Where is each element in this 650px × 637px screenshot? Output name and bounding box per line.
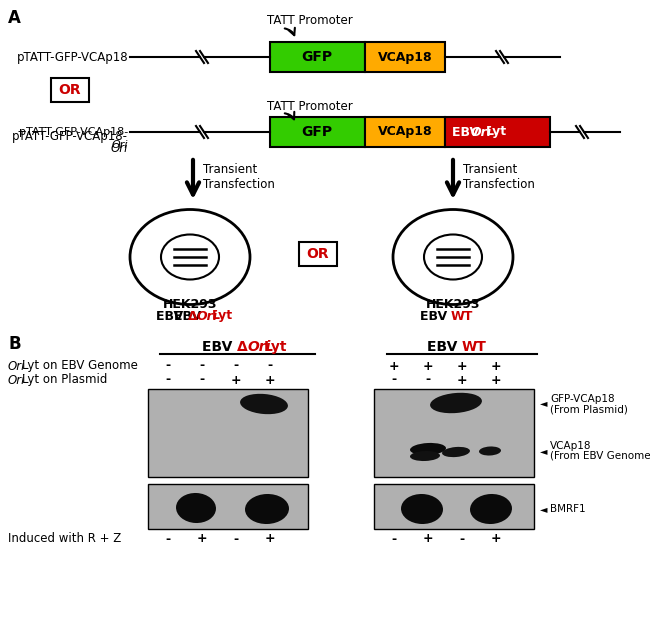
Text: -: - <box>166 533 170 545</box>
Text: Lyt: Lyt <box>212 310 233 322</box>
Text: B: B <box>8 335 21 353</box>
Text: +: + <box>422 533 434 545</box>
Text: Ori: Ori <box>111 142 128 155</box>
Text: Lyt: Lyt <box>264 340 287 354</box>
Text: GFP-VCAp18: GFP-VCAp18 <box>550 394 615 404</box>
Ellipse shape <box>130 210 250 304</box>
Text: -: - <box>426 373 430 387</box>
Text: ◄: ◄ <box>540 398 547 408</box>
Text: EBV: EBV <box>427 340 462 354</box>
Text: WT: WT <box>451 310 473 322</box>
Text: OR: OR <box>58 83 81 97</box>
Bar <box>374 484 534 529</box>
Text: Ori: Ori <box>8 373 25 387</box>
Text: Ori: Ori <box>197 310 218 322</box>
Text: EBV: EBV <box>452 125 484 138</box>
Ellipse shape <box>470 494 512 524</box>
Text: Transient
Transfection: Transient Transfection <box>463 163 535 191</box>
Text: +: + <box>265 533 276 545</box>
Text: BMRF1: BMRF1 <box>550 504 586 514</box>
Text: TATT Promoter: TATT Promoter <box>267 101 353 113</box>
Ellipse shape <box>240 394 288 414</box>
Ellipse shape <box>442 447 470 457</box>
FancyBboxPatch shape <box>299 242 337 266</box>
Bar <box>148 484 308 529</box>
Text: pTATT-GFP-VCAp18-: pTATT-GFP-VCAp18- <box>12 130 128 143</box>
FancyBboxPatch shape <box>445 117 550 147</box>
Text: Transient
Transfection: Transient Transfection <box>203 163 275 191</box>
Text: +: + <box>491 359 501 373</box>
Text: EBV: EBV <box>157 310 188 322</box>
Text: Lyt on Plasmid: Lyt on Plasmid <box>22 373 107 387</box>
Ellipse shape <box>410 451 440 461</box>
Text: Ori: Ori <box>8 359 25 373</box>
Ellipse shape <box>430 393 482 413</box>
Bar <box>148 389 308 477</box>
Text: VCAp18: VCAp18 <box>378 50 432 64</box>
Text: Ori: Ori <box>112 140 128 150</box>
FancyBboxPatch shape <box>270 117 365 147</box>
Ellipse shape <box>410 443 446 455</box>
FancyBboxPatch shape <box>365 42 445 72</box>
Text: -: - <box>200 359 205 373</box>
Text: -: - <box>166 359 170 373</box>
FancyBboxPatch shape <box>51 78 89 102</box>
Text: +: + <box>422 359 434 373</box>
Ellipse shape <box>393 210 513 304</box>
Text: WT: WT <box>462 340 487 354</box>
Text: A: A <box>8 9 21 27</box>
Text: ◄: ◄ <box>540 504 547 514</box>
Text: pTATT-GFP-VCAp18-: pTATT-GFP-VCAp18- <box>19 127 128 137</box>
Ellipse shape <box>424 234 482 280</box>
Text: -: - <box>166 373 170 387</box>
Text: EBV: EBV <box>174 310 206 322</box>
Text: +: + <box>197 533 207 545</box>
Text: -: - <box>391 373 396 387</box>
Text: HEK293: HEK293 <box>162 299 217 311</box>
Text: Ori: Ori <box>471 125 492 138</box>
Text: OR: OR <box>307 247 330 261</box>
Text: +: + <box>457 359 467 373</box>
Ellipse shape <box>176 493 216 523</box>
Text: HEK293: HEK293 <box>426 299 480 311</box>
Text: Lyt: Lyt <box>486 125 507 138</box>
Ellipse shape <box>245 494 289 524</box>
Text: -: - <box>200 373 205 387</box>
Text: -: - <box>460 533 465 545</box>
Text: +: + <box>491 373 501 387</box>
Text: EBV: EBV <box>202 340 237 354</box>
Text: -: - <box>267 359 272 373</box>
Text: -: - <box>391 533 396 545</box>
Bar <box>374 389 534 477</box>
Text: (From Plasmid): (From Plasmid) <box>550 404 628 414</box>
Text: GFP: GFP <box>302 125 333 139</box>
Text: +: + <box>389 359 399 373</box>
Text: +: + <box>491 533 501 545</box>
Text: VCAp18: VCAp18 <box>378 125 432 138</box>
Text: Δ: Δ <box>237 340 248 354</box>
FancyBboxPatch shape <box>365 117 445 147</box>
Text: ◄: ◄ <box>540 446 547 456</box>
Text: -: - <box>233 359 239 373</box>
Text: EBV: EBV <box>419 310 451 322</box>
Text: TATT Promoter: TATT Promoter <box>267 15 353 27</box>
Text: Induced with R + Z: Induced with R + Z <box>8 533 122 545</box>
Text: GFP: GFP <box>302 50 333 64</box>
Text: (From EBV Genome): (From EBV Genome) <box>550 451 650 461</box>
Text: Ori: Ori <box>248 340 272 354</box>
FancyBboxPatch shape <box>270 42 365 72</box>
Text: pTATT-GFP-VCAp18: pTATT-GFP-VCAp18 <box>16 50 128 64</box>
Text: Δ: Δ <box>188 310 198 322</box>
Text: +: + <box>457 373 467 387</box>
Text: -: - <box>233 533 239 545</box>
Text: Lyt on EBV Genome: Lyt on EBV Genome <box>22 359 138 373</box>
Ellipse shape <box>401 494 443 524</box>
Text: +: + <box>231 373 241 387</box>
Ellipse shape <box>161 234 219 280</box>
Text: VCAp18: VCAp18 <box>550 441 592 451</box>
Text: +: + <box>265 373 276 387</box>
Ellipse shape <box>479 447 501 455</box>
